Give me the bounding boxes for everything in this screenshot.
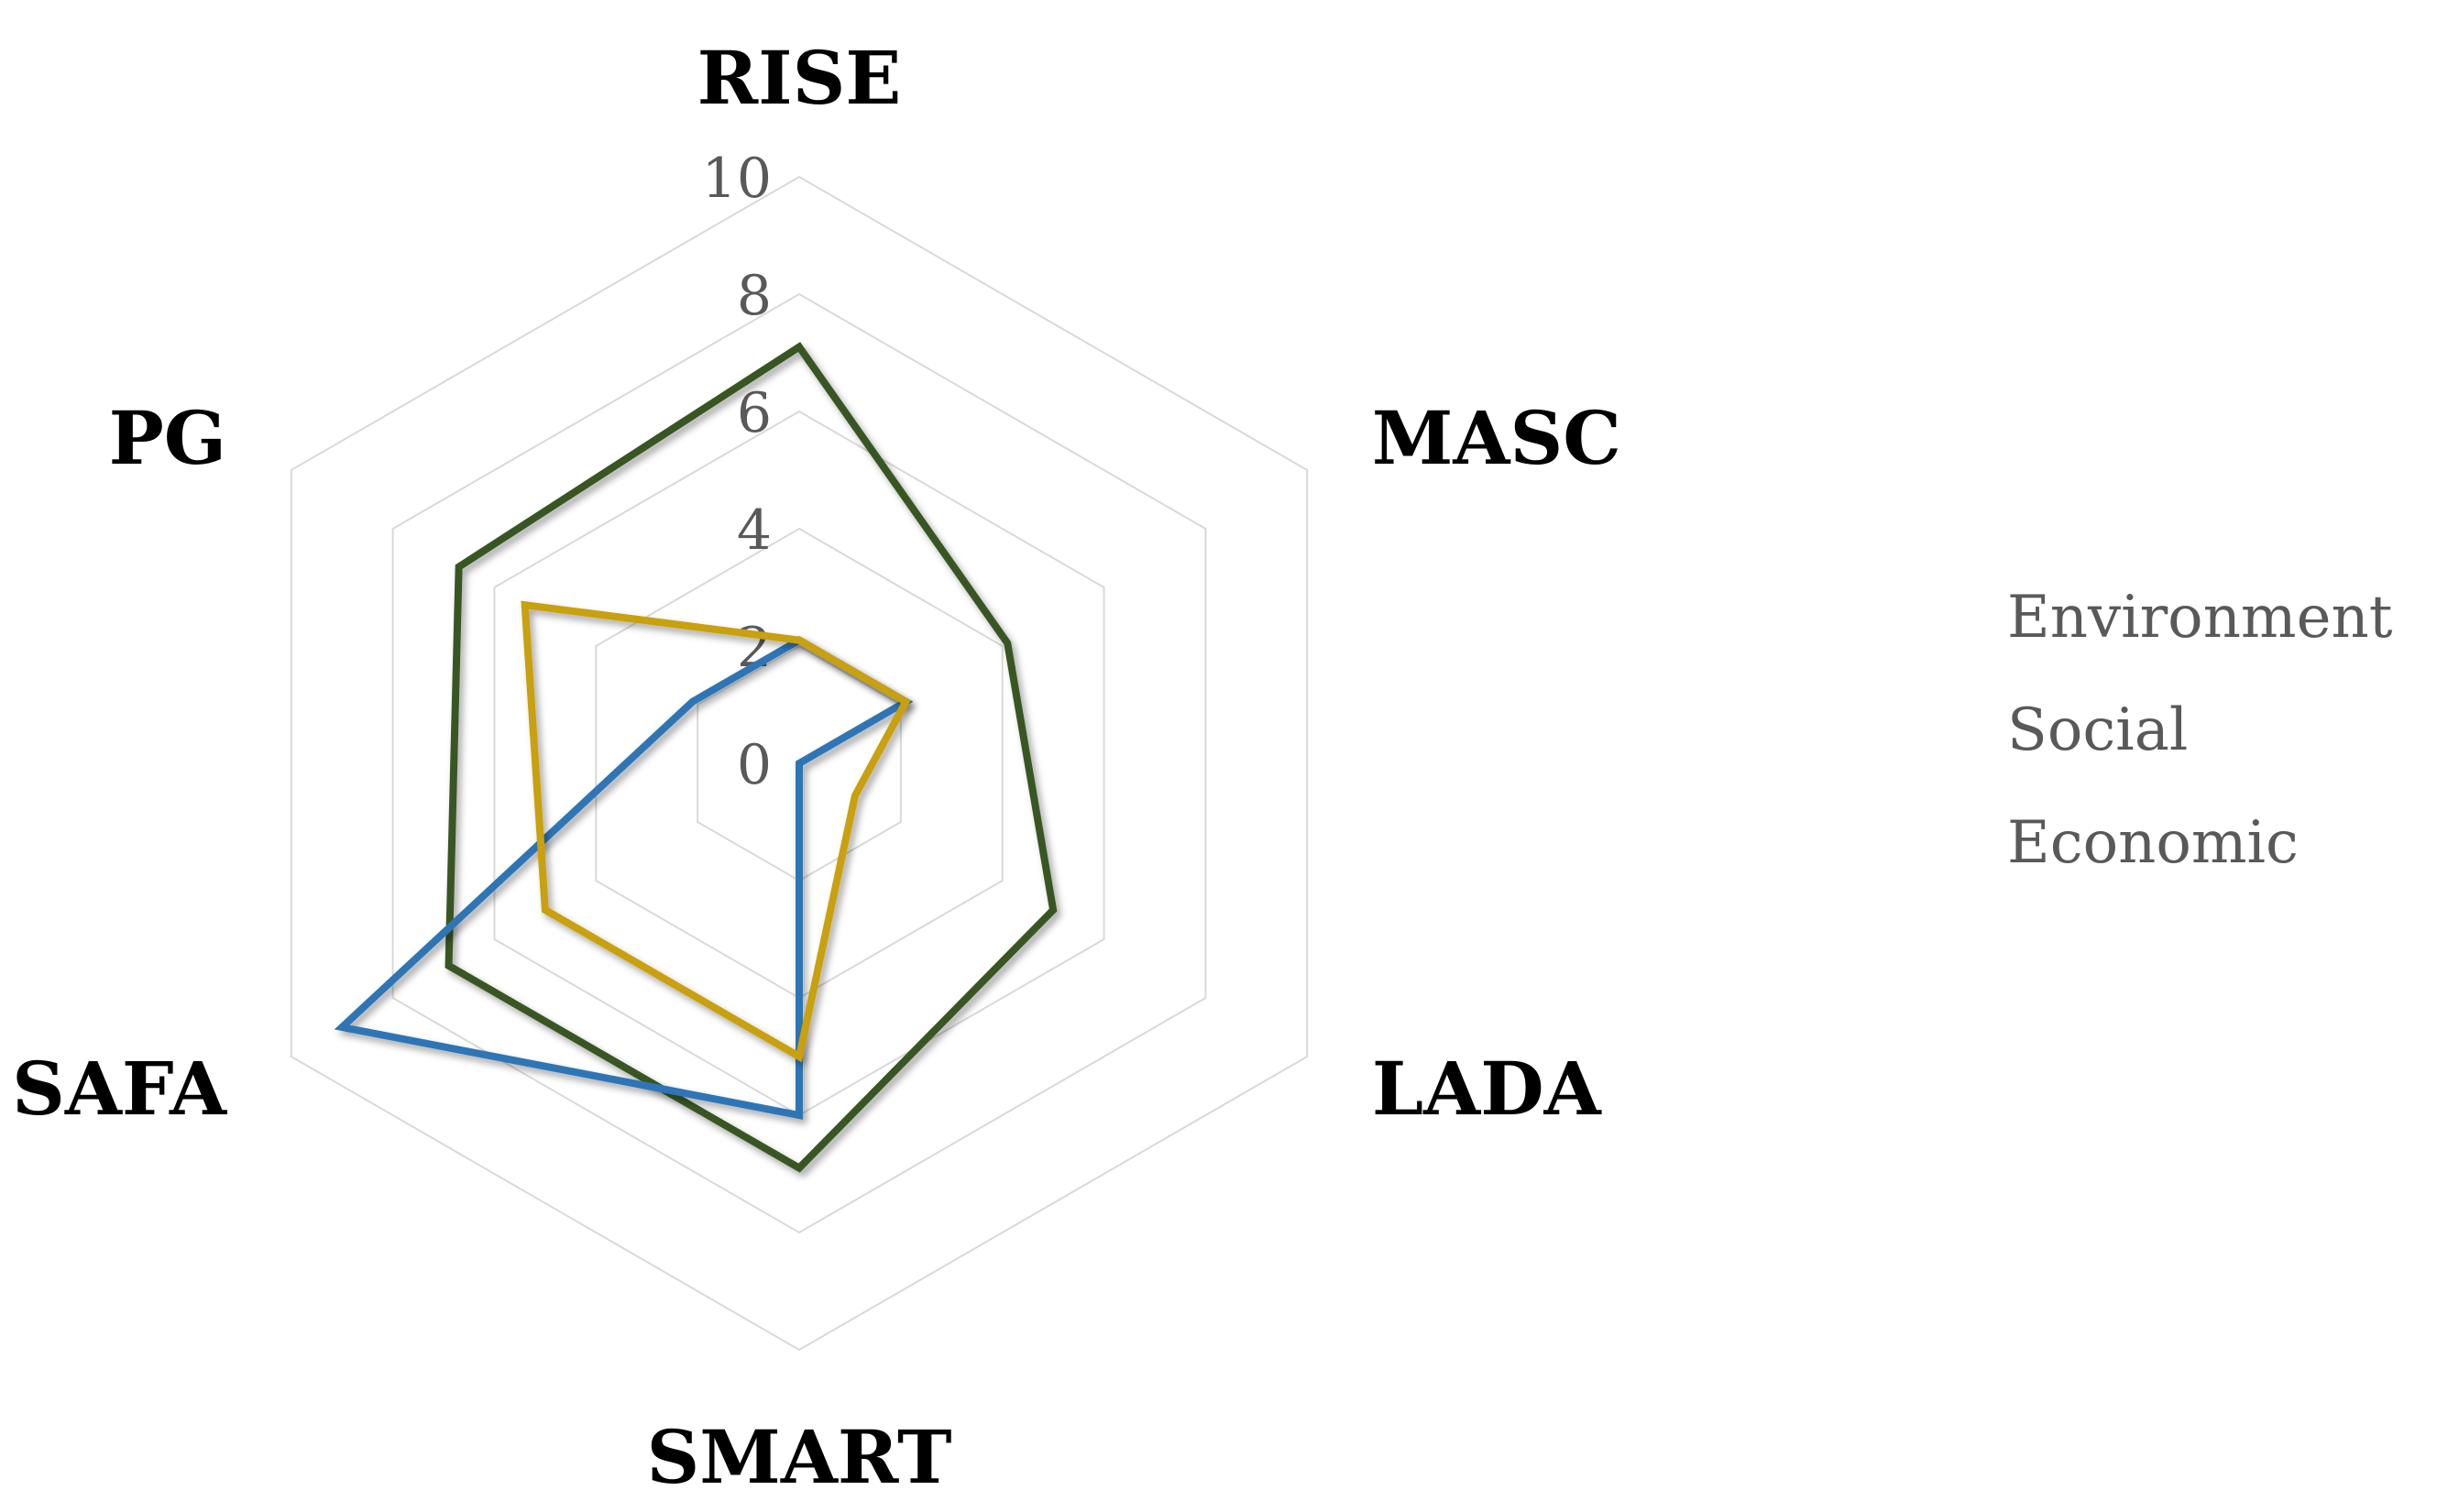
category-labels: RISE MASC LADA SMART SAFA PG <box>12 35 1621 1500</box>
series-line-environment <box>445 342 1058 1173</box>
tick-label-0: 0 <box>737 733 772 797</box>
category-label-pg: PG <box>109 395 226 481</box>
legend: Environment Social Economic <box>1850 584 2393 877</box>
category-label-rise: RISE <box>697 35 902 121</box>
legend-label-environment: Environment <box>2007 584 2393 652</box>
legend-label-economic: Economic <box>2007 809 2299 877</box>
radar-series <box>334 342 1058 1173</box>
series-line-social <box>334 635 914 1120</box>
category-label-smart: SMART <box>646 1414 951 1500</box>
tick-label-8: 8 <box>737 264 772 328</box>
category-label-masc: MASC <box>1372 395 1621 481</box>
tick-label-10: 10 <box>702 147 772 211</box>
grid-ring-10 <box>290 175 1309 1352</box>
tick-label-6: 6 <box>737 381 772 445</box>
category-label-lada: LADA <box>1372 1046 1602 1132</box>
legend-label-social: Social <box>2007 696 2188 764</box>
series-line-economic <box>521 600 911 1063</box>
category-label-safa: SAFA <box>12 1046 227 1132</box>
grid-ring-8 <box>391 292 1207 1234</box>
tick-label-4: 4 <box>737 499 772 563</box>
